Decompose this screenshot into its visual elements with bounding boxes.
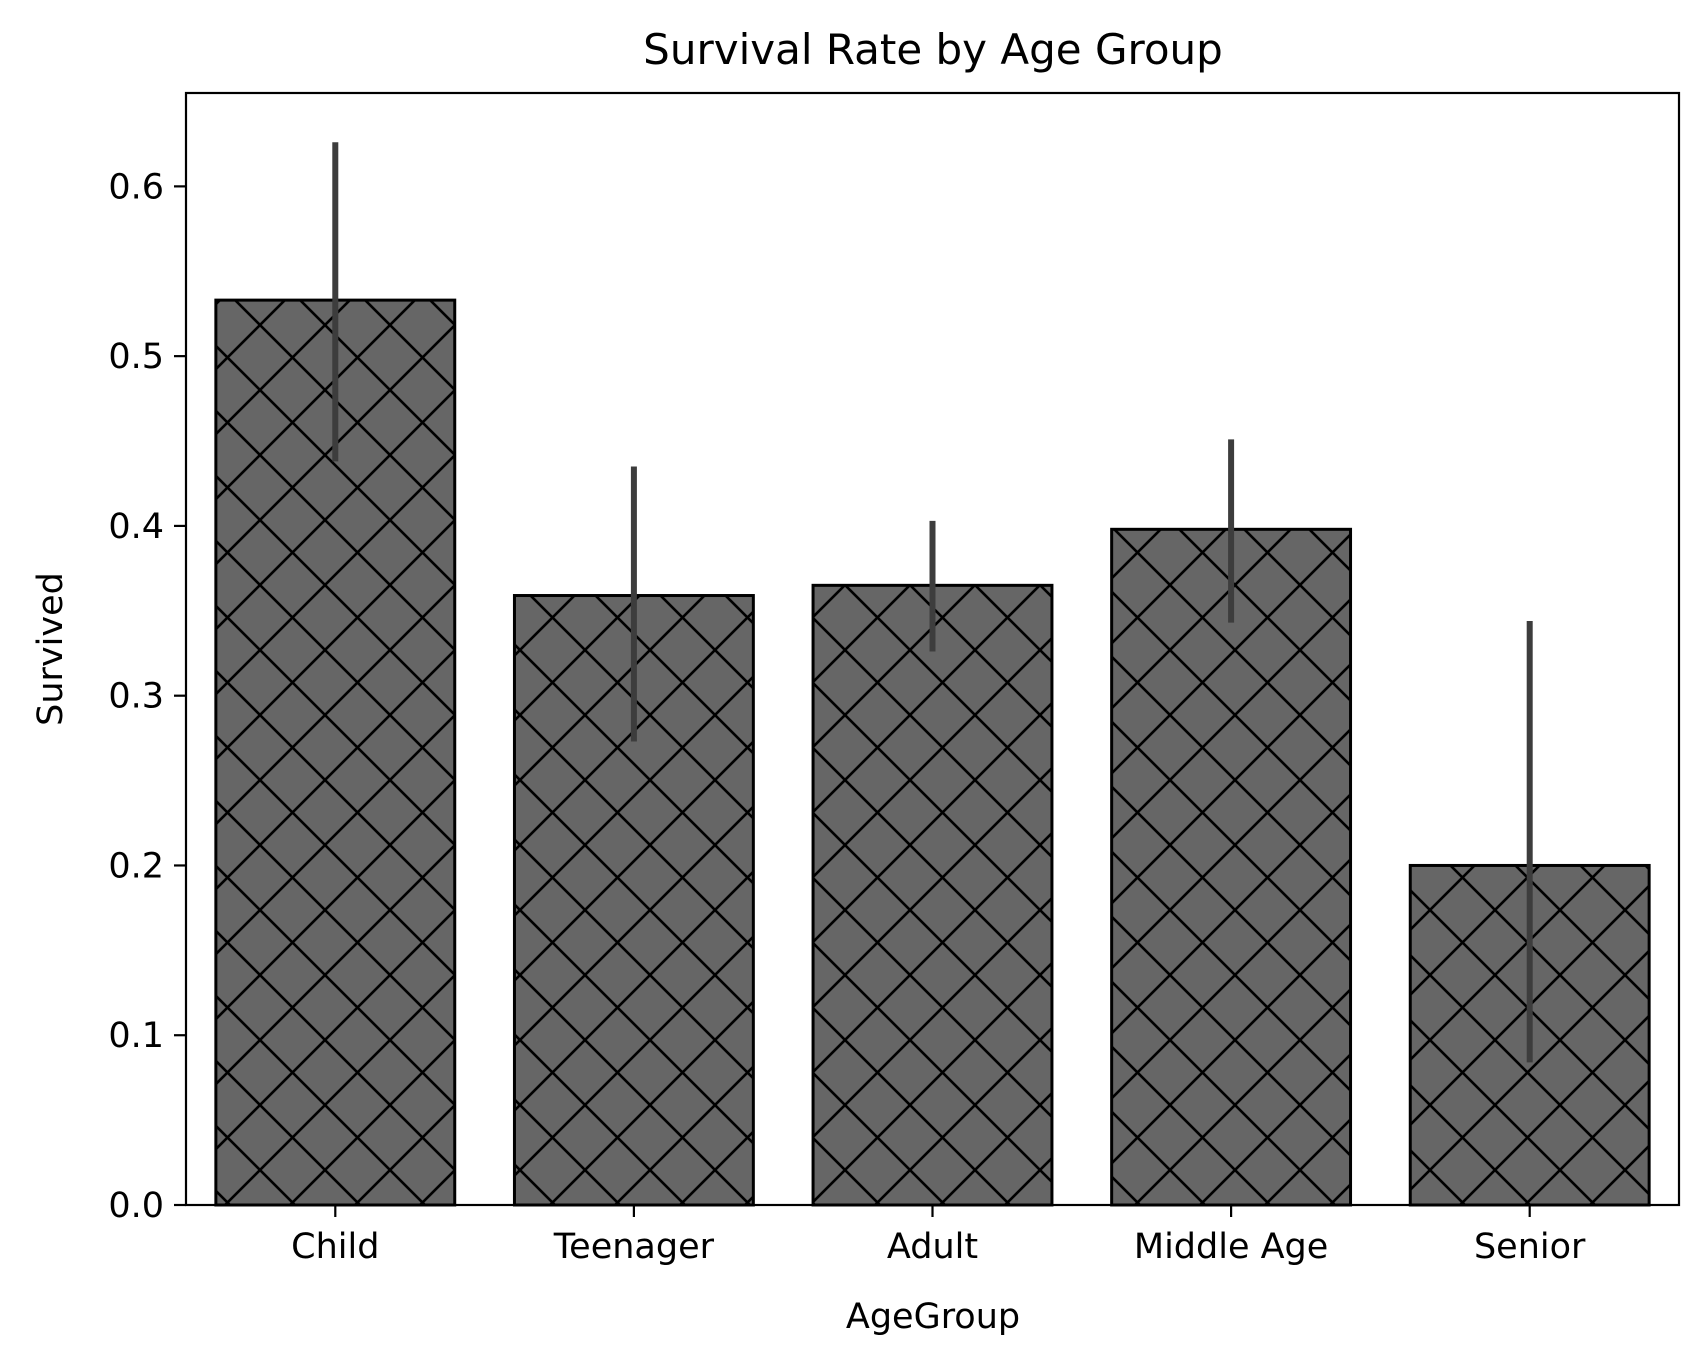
x-tick-label: Middle Age [1134, 1227, 1328, 1267]
x-tick-label: Teenager [553, 1227, 715, 1267]
chart-title: Survival Rate by Age Group [643, 25, 1223, 74]
x-axis: Child Teenager Adult Middle Age Senior [291, 1205, 1586, 1267]
x-axis-label: AgeGroup [846, 1297, 1020, 1337]
bars-group [214, 298, 1651, 1207]
x-tick-label: Child [291, 1227, 379, 1267]
bar-hatch-adult [813, 585, 1052, 1205]
y-tick-label: 0.4 [108, 507, 164, 547]
error-bars-group [332, 142, 1533, 1063]
y-tick-label: 0.1 [108, 1016, 164, 1056]
y-axis-label: Survived [31, 572, 71, 726]
y-tick-label: 0.3 [108, 677, 164, 717]
bar-hatch-middle-age [1111, 529, 1351, 1205]
y-tick-label: 0.0 [108, 1186, 164, 1226]
y-tick-label: 0.2 [108, 846, 164, 886]
y-tick-label: 0.6 [108, 167, 164, 207]
x-tick-label: Senior [1474, 1227, 1586, 1267]
y-tick-label: 0.5 [108, 337, 164, 377]
x-tick-label: Adult [887, 1227, 978, 1267]
y-axis: 0.0 0.1 0.2 0.3 0.4 0.5 0.6 [108, 167, 186, 1226]
